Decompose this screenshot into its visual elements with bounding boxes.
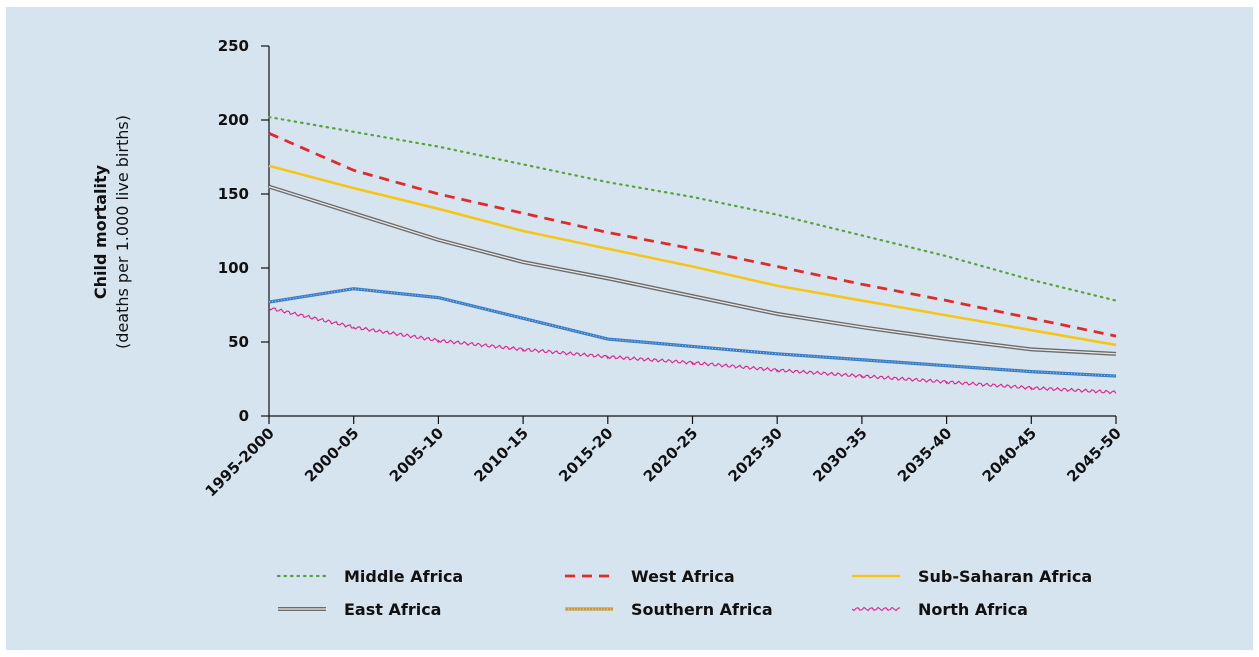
y-tick-label: 200 bbox=[218, 111, 249, 129]
x-tick-label: 2000-05 bbox=[301, 424, 362, 485]
y-tick-label: 150 bbox=[218, 185, 249, 203]
legend-label: East Africa bbox=[344, 600, 441, 619]
series-north-africa bbox=[268, 307, 1117, 395]
series-lines bbox=[267, 115, 1118, 395]
series-line-inner bbox=[268, 185, 1117, 355]
legend-label: North Africa bbox=[918, 600, 1028, 619]
series-line bbox=[268, 287, 1117, 378]
x-tick-label: 2020-25 bbox=[640, 424, 701, 485]
chart-panel bbox=[6, 7, 1253, 650]
x-tick-label: 1995-2000 bbox=[202, 424, 278, 500]
series-line bbox=[267, 115, 1118, 302]
legend: Middle Africa West Africa Sub-Saharan Afri… bbox=[276, 567, 1092, 619]
series-southern-africa bbox=[268, 287, 1117, 378]
y-tick-label: 0 bbox=[239, 407, 249, 425]
series-west-africa bbox=[268, 132, 1117, 338]
x-tick-label: 2025-30 bbox=[725, 424, 786, 485]
legend-item-north-africa: North Africa bbox=[851, 600, 1028, 619]
series-east-africa bbox=[268, 184, 1117, 356]
legend-item-southern-africa: Southern Africa bbox=[565, 600, 773, 619]
legend-item-west-africa: West Africa bbox=[565, 567, 735, 586]
x-tick-label: 2040-45 bbox=[979, 424, 1040, 485]
x-tick-label: 2010-15 bbox=[471, 424, 532, 485]
series-line bbox=[268, 307, 1117, 395]
x-tick-label: 2015-20 bbox=[555, 424, 616, 485]
x-tick-label: 2030-35 bbox=[809, 424, 870, 485]
x-tick-label: 2045-50 bbox=[1063, 424, 1124, 485]
x-tick-label: 2035-40 bbox=[894, 424, 955, 485]
legend-label: Southern Africa bbox=[631, 600, 773, 619]
tick-labels: 0 50 100 150 200 250 1995-2000 2000-05 2005-10 20… bbox=[202, 37, 1125, 500]
axes bbox=[261, 45, 1117, 424]
legend-label: Sub-Saharan Africa bbox=[918, 567, 1092, 586]
legend-label: Middle Africa bbox=[344, 567, 463, 586]
legend-item-middle-africa: Middle Africa bbox=[276, 567, 463, 586]
series-middle-africa bbox=[267, 115, 1118, 302]
series-sub-saharan-africa bbox=[268, 164, 1117, 347]
legend-item-east-africa: East Africa bbox=[278, 600, 441, 619]
y-axis-subtitle: (deaths per 1.000 live births) bbox=[113, 115, 132, 349]
legend-swatch bbox=[851, 606, 901, 612]
y-axis-label: Child mortality (deaths per 1.000 live b… bbox=[91, 115, 132, 349]
y-tick-label: 250 bbox=[218, 37, 249, 55]
series-north-africa bbox=[851, 606, 901, 612]
y-tick-label: 50 bbox=[228, 333, 249, 351]
series-line bbox=[268, 132, 1117, 338]
legend-label: West Africa bbox=[631, 567, 735, 586]
legend-item-sub-saharan-africa: Sub-Saharan Africa bbox=[852, 567, 1092, 586]
series-line bbox=[851, 606, 901, 612]
y-axis-title: Child mortality bbox=[91, 164, 110, 299]
series-line bbox=[268, 184, 1117, 356]
x-tick-label: 2005-10 bbox=[386, 424, 447, 485]
series-line bbox=[268, 164, 1117, 347]
y-tick-label: 100 bbox=[218, 259, 249, 277]
